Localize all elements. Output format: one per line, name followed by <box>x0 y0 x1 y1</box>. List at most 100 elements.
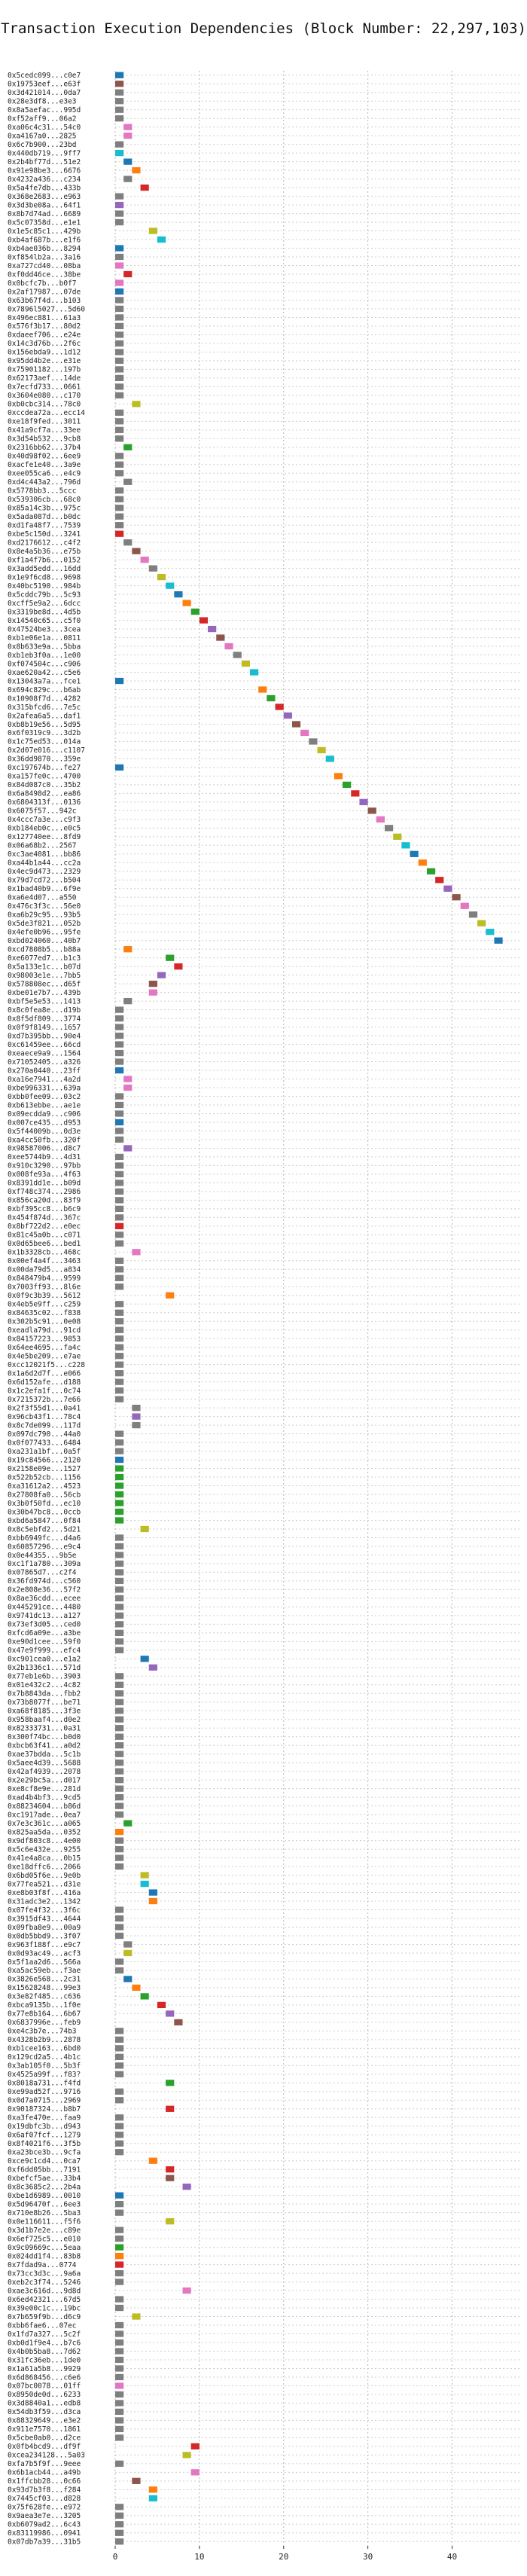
bar-252 <box>115 2252 124 2260</box>
y-tick-label: 0x75f628fe...e972 <box>8 2504 81 2512</box>
y-tick-label: 0x1b3328cb...468c <box>8 1249 81 1257</box>
y-tick-label: 0xc197674b...fe27 <box>8 764 81 772</box>
y-tick-label: 0x7215372b...7e66 <box>8 1396 81 1404</box>
y-tick-label: 0x8b633e9a...5bba <box>8 642 81 651</box>
y-tick-label: 0x15628248...99e3 <box>8 1984 81 1992</box>
bar-201 <box>115 1811 124 1818</box>
bar-210 <box>148 1889 157 1896</box>
y-tick-label: 0xdaeef706...e24e <box>8 331 81 340</box>
y-tick-label: 0x0fb4bcd9...df9f <box>8 2443 81 2451</box>
y-tick-label: 0x440db719...9ff7 <box>8 149 81 157</box>
y-tick-label: 0x09fba8e9...00a9 <box>8 1924 81 1932</box>
bar-22 <box>115 262 124 269</box>
bar-128 <box>115 1180 124 1186</box>
bar-135 <box>115 1240 124 1247</box>
y-tick-label: 0x5d96470f...6ee3 <box>8 2200 81 2208</box>
bar-20 <box>115 245 124 252</box>
bar-0 <box>115 72 124 78</box>
bar-261 <box>115 2330 124 2337</box>
bar-188 <box>115 1699 124 1705</box>
y-tick-label: 0x31adc3e2...1342 <box>8 1897 81 1906</box>
y-tick-label: 0x825aa5da...0352 <box>8 1828 81 1836</box>
bar-220 <box>123 1976 133 1982</box>
y-tick-label: 0x10908f7d...4282 <box>8 694 81 703</box>
bar-282 <box>115 2512 124 2519</box>
y-tick-label: 0x98003e1e...7bb5 <box>8 972 81 980</box>
y-tick-label: 0x3add5edd...16dd <box>8 565 81 573</box>
y-tick-label: 0xcc12021f5...c228 <box>8 1361 85 1369</box>
y-tick-label: 0xae620a42...c5e6 <box>8 669 81 677</box>
y-tick-label: 0x40bc5190...984b <box>8 582 81 591</box>
y-tick-label: 0x6af07fcf...1279 <box>8 2132 81 2140</box>
y-tick-label: 0xbb0fee09...03c2 <box>8 1093 81 1101</box>
y-tick-label: 0xbb6949fc...d4a6 <box>8 1534 81 1543</box>
bar-240 <box>115 2149 124 2156</box>
bar-175 <box>115 1586 124 1593</box>
bar-14 <box>115 193 124 200</box>
y-tick-label: 0x47524be3...3cea <box>8 625 81 633</box>
y-tick-label: 0xa5ac59eb...f3ae <box>8 1967 81 1975</box>
y-tick-label: 0x3826e568...2c31 <box>8 1976 81 1984</box>
y-tick-label: 0x13043a7a...fce1 <box>8 677 81 685</box>
y-tick-label: 0x71052405...a326 <box>8 1058 81 1067</box>
y-tick-label: 0x36dd9870...359e <box>8 755 81 764</box>
bar-17 <box>115 218 124 226</box>
y-tick-label: 0xb613ebbe...ae1e <box>8 1101 81 1109</box>
y-tick-label: 0x3319be8d...4d5b <box>8 608 81 616</box>
y-tick-label: 0x40d98f02...6ee9 <box>8 453 81 461</box>
bar-27 <box>115 305 124 313</box>
bar-212 <box>115 1906 124 1913</box>
bar-113 <box>115 1049 124 1057</box>
bar-172 <box>115 1560 124 1567</box>
bar-18 <box>148 227 157 234</box>
y-tick-label: 0x14c3d76b...2f6c <box>8 340 81 348</box>
y-tick-label: 0x39e00c1c...19bc <box>8 2304 81 2312</box>
y-tick-label: 0xee055ca6...e4c9 <box>8 470 81 478</box>
y-tick-label: 0x5cedc099...c0e7 <box>8 72 81 80</box>
bar-192 <box>115 1733 124 1740</box>
y-tick-label: 0x576f3b17...80d2 <box>8 322 81 331</box>
y-tick-label: 0xb0d1f9e4...b7c6 <box>8 2339 81 2347</box>
bar-73 <box>275 704 284 710</box>
y-tick-label: 0x81c45a0b...c071 <box>8 1232 81 1240</box>
y-tick-label: 0x8950de0d...6233 <box>8 2391 81 2399</box>
y-tick-label: 0x3604e080...c170 <box>8 392 81 400</box>
bar-197 <box>115 1777 124 1784</box>
y-tick-label: 0xc1917ade...0ea7 <box>8 1811 81 1819</box>
y-tick-label: 0x539306cb...68c0 <box>8 496 81 504</box>
y-tick-label: 0x07db7a39...31b5 <box>8 2538 81 2547</box>
y-tick-label: 0x5f1aa2d6...566a <box>8 1958 81 1967</box>
bar-265 <box>115 2365 124 2372</box>
bar-66 <box>224 642 233 650</box>
y-tick-label: 0x0d7a0715...2969 <box>8 2097 81 2105</box>
bar-206 <box>115 1854 124 1861</box>
bar-241 <box>148 2157 157 2164</box>
y-tick-label: 0xf0dd46ce...38be <box>8 270 81 279</box>
y-tick-label: 0x84157223...9853 <box>8 1335 81 1344</box>
bar-60 <box>174 591 183 598</box>
y-tick-label: 0x4ccc7a3e...c9f3 <box>8 816 81 824</box>
bar-280 <box>148 2495 157 2501</box>
bar-284 <box>115 2529 124 2536</box>
bar-36 <box>115 383 124 390</box>
bar-158 <box>115 1439 124 1446</box>
bar-179 <box>115 1621 124 1628</box>
bar-96 <box>460 902 469 909</box>
bar-209 <box>140 1880 149 1888</box>
y-tick-label: 0x496ec881...61a3 <box>8 314 81 322</box>
bar-167 <box>115 1517 124 1524</box>
bar-71 <box>258 686 267 693</box>
y-tick-label: 0x8e4a5b36...e75b <box>8 548 81 556</box>
y-tick-label: 0xf6dd05bb...7191 <box>8 2166 81 2175</box>
y-tick-label: 0xbe5c150d...3241 <box>8 530 81 539</box>
bar-248 <box>166 2218 175 2225</box>
y-tick-label: 0x73ef3d05...ced0 <box>8 1621 81 1629</box>
y-tick-label: 0x5a4fe7db...433b <box>8 184 81 192</box>
bar-217 <box>123 1949 133 1957</box>
bar-85 <box>367 807 376 814</box>
y-tick-label: 0xb4af687b...e1f6 <box>8 236 81 244</box>
y-tick-label: 0xe99ad52f...9716 <box>8 2088 81 2096</box>
y-tick-label: 0x98587006...d8c7 <box>8 1145 81 1153</box>
y-tick-label: 0x0d93ac49...acf3 <box>8 1949 81 1958</box>
